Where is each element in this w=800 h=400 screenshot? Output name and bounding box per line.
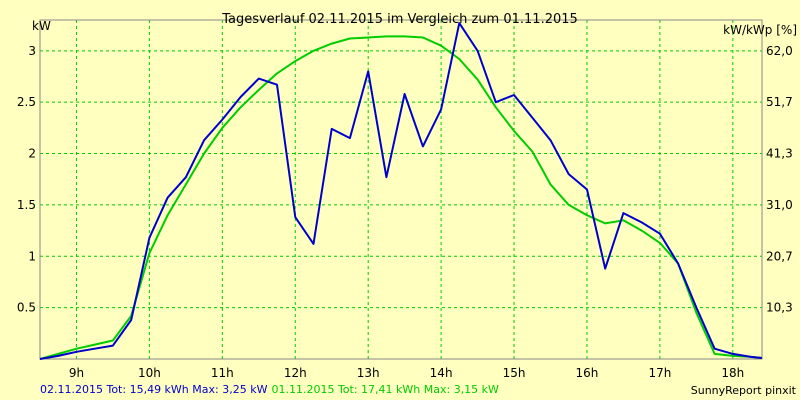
series2-summary: 01.11.2015 Tot: 17,41 kWh Max: 3,15 kW <box>271 383 499 396</box>
x-tick-label: 16h <box>576 366 599 380</box>
x-tick-label: 12h <box>284 366 307 380</box>
x-tick-label: 18h <box>721 366 744 380</box>
x-tick-label: 10h <box>138 366 161 380</box>
series-line-2 <box>39 35 763 360</box>
y-right-tick-label: 20,7 <box>766 249 793 263</box>
x-tick-labels: 9h 10h 11h 12h 13h 14h 15h 16h 17h 18h <box>69 366 744 380</box>
y-left-tick-label: 1 <box>28 249 36 263</box>
y-right-tick-label: 41,3 <box>766 147 793 161</box>
footer-summary: 02.11.2015 Tot: 15,49 kWh Max: 3,25 kW 01… <box>40 383 499 396</box>
series-lines <box>39 22 763 360</box>
y-left-tick-label: 0.5 <box>17 301 36 315</box>
y-right-tick-label: 31,0 <box>766 198 793 212</box>
grid <box>40 20 762 359</box>
series-line-1 <box>39 22 763 360</box>
y-right-tick-label: 10,3 <box>766 301 793 315</box>
x-tick-label: 15h <box>503 366 526 380</box>
y-right-axis-label: kW/kWp [%] <box>723 23 797 37</box>
x-tick-label: 17h <box>648 366 671 380</box>
y-left-tick-label: 2 <box>28 147 36 161</box>
x-tick-label: 11h <box>211 366 234 380</box>
y-left-tick-label: 1.5 <box>17 198 36 212</box>
y-left-axis-label: kW <box>32 19 51 33</box>
y-right-tick-label: 51,7 <box>766 95 793 109</box>
series1-summary: 02.11.2015 Tot: 15,49 kWh Max: 3,25 kW <box>40 383 268 396</box>
x-tick-label: 14h <box>430 366 453 380</box>
source-label: SunnyReport pinxit <box>691 384 797 397</box>
y-left-tick-label: 3 <box>28 44 36 58</box>
y-right-tick-label: 62,0 <box>766 44 793 58</box>
y-left-tick-labels: 0.5 1 1.5 2 2.5 3 <box>17 44 36 315</box>
chart-title: Tagesverlauf 02.11.2015 im Vergleich zum… <box>221 12 578 27</box>
y-right-tick-labels: 10,3 20,7 31,0 41,3 51,7 62,0 <box>766 44 793 315</box>
y-left-tick-label: 2.5 <box>17 95 36 109</box>
x-tick-label: 13h <box>357 366 380 380</box>
x-tick-label: 9h <box>69 366 84 380</box>
plot-frame <box>39 19 763 360</box>
